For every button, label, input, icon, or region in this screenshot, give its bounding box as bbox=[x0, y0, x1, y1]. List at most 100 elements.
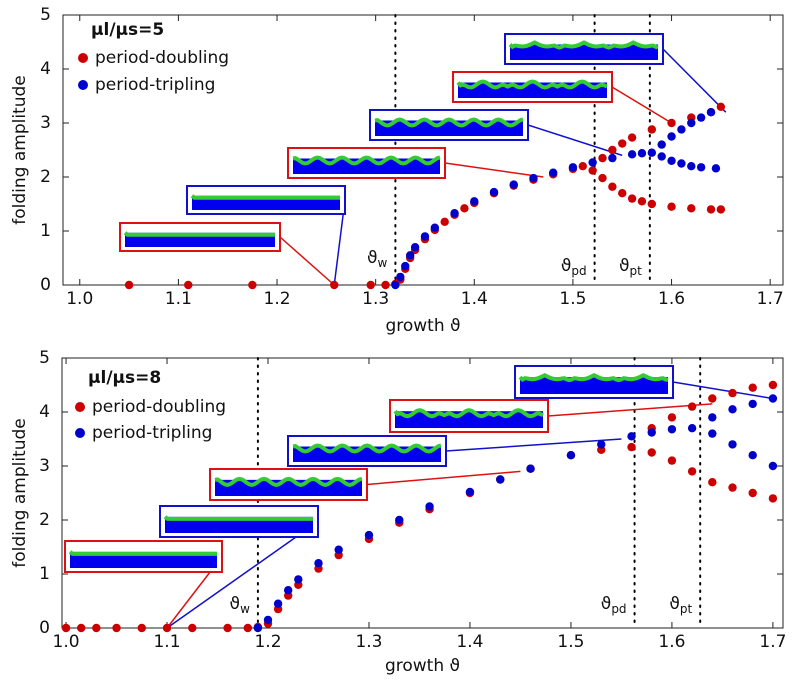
inset bbox=[119, 222, 335, 286]
x-tick-label: 1.0 bbox=[53, 632, 80, 652]
data-point bbox=[465, 487, 475, 497]
y-tick-label: 4 bbox=[39, 402, 50, 422]
x-tick-label: 1.7 bbox=[757, 289, 784, 309]
data-point bbox=[608, 182, 617, 191]
data-point bbox=[263, 615, 273, 625]
inset-film bbox=[292, 443, 442, 454]
inset-substrate bbox=[520, 377, 668, 394]
inset-substrate bbox=[293, 158, 440, 174]
inset-film bbox=[518, 372, 669, 383]
data-point bbox=[489, 187, 499, 197]
data-point bbox=[496, 475, 505, 484]
data-point bbox=[667, 425, 677, 434]
inset-leader bbox=[547, 403, 713, 417]
data-point bbox=[61, 623, 71, 633]
data-point bbox=[283, 586, 293, 595]
inset bbox=[159, 505, 319, 629]
data-point bbox=[314, 559, 323, 568]
data-point bbox=[627, 133, 637, 142]
data-point bbox=[647, 448, 656, 457]
data-point bbox=[637, 149, 647, 158]
data-point bbox=[364, 530, 374, 540]
data-point bbox=[294, 575, 303, 584]
inset-substrate bbox=[510, 44, 658, 60]
data-point bbox=[425, 502, 434, 511]
data-point bbox=[608, 145, 617, 155]
data-point bbox=[687, 118, 696, 128]
y-axis-label: folding amplitude bbox=[10, 418, 30, 568]
x-tick-label: 1.4 bbox=[456, 632, 483, 652]
data-point bbox=[711, 164, 721, 173]
data-point bbox=[566, 451, 576, 460]
x-tick-label: 1.5 bbox=[557, 632, 584, 652]
inset-film bbox=[68, 550, 217, 556]
data-point bbox=[687, 204, 696, 213]
data-point bbox=[708, 394, 717, 403]
inset-leader bbox=[672, 381, 774, 400]
inset-film bbox=[374, 117, 524, 128]
inset-leader bbox=[445, 438, 622, 452]
data-point bbox=[396, 272, 405, 282]
data-point bbox=[768, 461, 778, 471]
data-point bbox=[588, 158, 597, 167]
data-point bbox=[223, 623, 232, 633]
x-tick-label: 1.2 bbox=[264, 289, 291, 309]
data-point bbox=[627, 442, 636, 452]
x-tick-label: 1.1 bbox=[165, 289, 192, 309]
data-point bbox=[381, 280, 390, 290]
inset-substrate bbox=[375, 120, 523, 136]
legend-marker bbox=[78, 80, 88, 90]
axes-frame bbox=[62, 14, 784, 286]
axes-frame bbox=[61, 357, 784, 629]
inset-leader bbox=[366, 470, 521, 486]
x-tick-label: 1.7 bbox=[759, 632, 786, 652]
data-point bbox=[667, 132, 676, 141]
threshold-label: ϑw bbox=[367, 248, 388, 270]
inset bbox=[389, 399, 713, 433]
y-axis-label: folding amplitude bbox=[10, 75, 30, 225]
data-point bbox=[588, 166, 597, 175]
y-tick-label: 3 bbox=[39, 456, 50, 476]
data-point bbox=[627, 432, 636, 441]
legend-title: μl/μs=5 bbox=[91, 20, 164, 40]
data-point bbox=[667, 156, 676, 165]
x-tick-label: 1.4 bbox=[461, 289, 488, 309]
inset bbox=[514, 365, 774, 400]
data-point bbox=[162, 623, 172, 633]
x-axis-label: growth ϑ bbox=[385, 656, 460, 676]
inset-leader bbox=[279, 236, 335, 286]
data-point bbox=[657, 152, 666, 161]
data-point bbox=[391, 280, 400, 290]
x-tick-label: 1.2 bbox=[254, 632, 281, 652]
data-point bbox=[440, 217, 449, 227]
data-point bbox=[330, 280, 339, 290]
data-point bbox=[637, 197, 647, 206]
data-point bbox=[124, 280, 134, 290]
data-point bbox=[657, 140, 666, 149]
data-point bbox=[529, 173, 538, 183]
data-point bbox=[708, 478, 717, 487]
data-point bbox=[647, 148, 657, 157]
x-tick-label: 1.6 bbox=[658, 289, 685, 309]
data-point bbox=[548, 168, 558, 177]
y-tick-label: 5 bbox=[39, 348, 50, 368]
data-point bbox=[627, 150, 637, 159]
inset bbox=[209, 468, 521, 501]
data-point bbox=[667, 456, 677, 465]
inset bbox=[287, 435, 622, 467]
data-point bbox=[768, 494, 778, 503]
inset-film bbox=[292, 155, 441, 166]
inset-film bbox=[190, 194, 340, 200]
x-tick-label: 1.3 bbox=[355, 632, 382, 652]
data-point bbox=[420, 232, 430, 241]
threshold-symbol: ϑ bbox=[367, 248, 378, 268]
inset-substrate bbox=[293, 446, 441, 462]
data-point bbox=[598, 173, 607, 183]
data-point bbox=[708, 413, 717, 422]
inset-substrate bbox=[395, 411, 543, 428]
threshold-symbol: ϑ bbox=[619, 256, 630, 276]
inset bbox=[186, 185, 346, 286]
y-tick-label: 1 bbox=[39, 564, 50, 584]
data-point bbox=[728, 405, 737, 414]
data-point bbox=[677, 125, 686, 134]
